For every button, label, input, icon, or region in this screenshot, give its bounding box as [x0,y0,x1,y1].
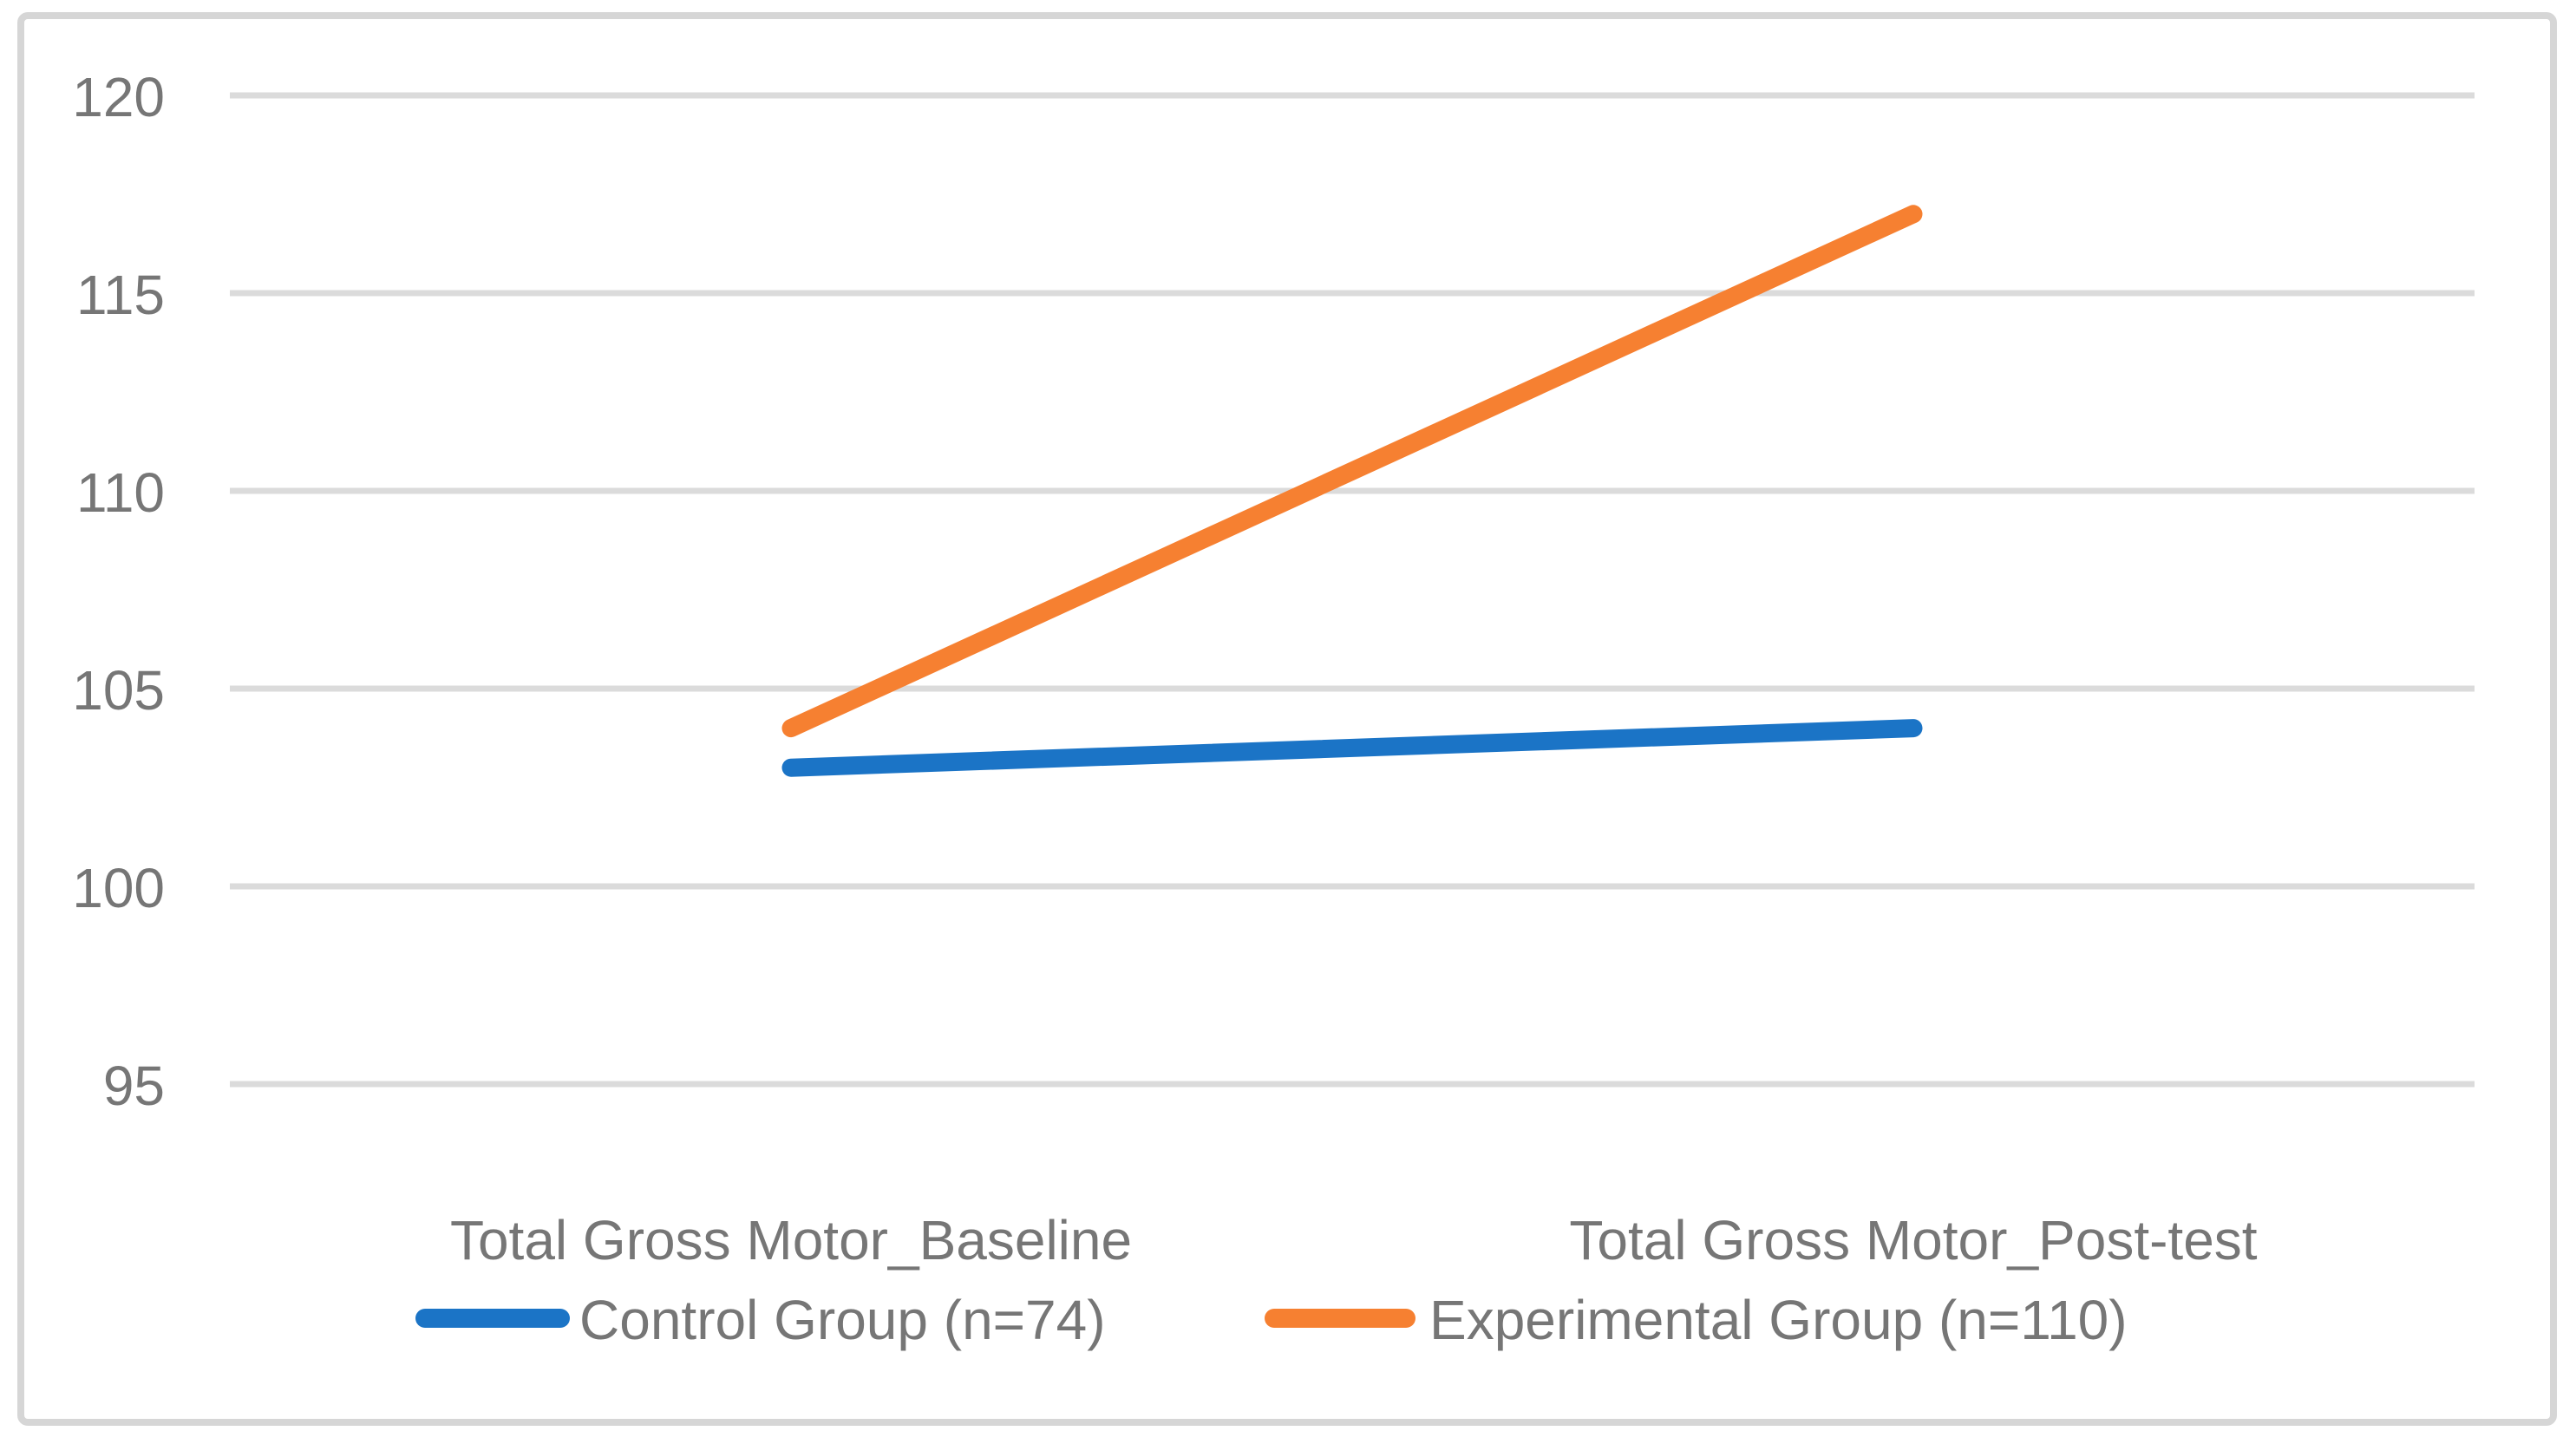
y-tick-label-115: 115 [76,264,165,326]
y-tick-label-100: 100 [72,857,165,919]
y-tick-label-95: 95 [103,1055,165,1117]
legend-label-experimental-group: Experimental Group (n=110) [1429,1289,2128,1351]
y-tick-label-110: 110 [76,461,165,524]
legend-label-control-group: Control Group (n=74) [579,1289,1106,1351]
series-line-control-group [781,719,1923,777]
y-tick-label-120: 120 [72,66,165,128]
x-category-label-2: Total Gross Motor_Post-test [1569,1209,2257,1271]
y-tick-label-105: 105 [72,659,165,722]
x-category-label-1: Total Gross Motor_Baseline [450,1209,1132,1271]
chart-border-frame [17,12,2557,1426]
series-line-experimental-group [781,205,1923,738]
